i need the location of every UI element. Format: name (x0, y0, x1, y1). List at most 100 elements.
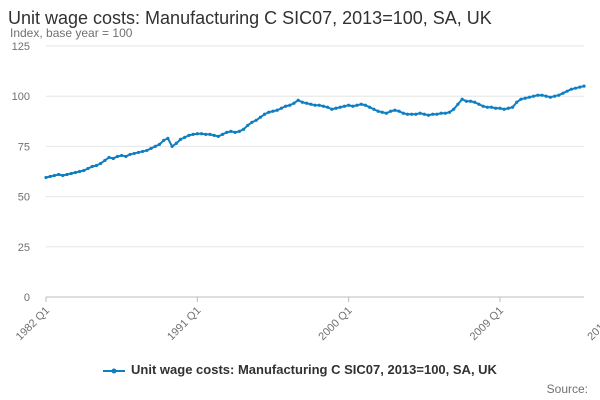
data-point[interactable] (397, 109, 401, 113)
data-point[interactable] (376, 109, 380, 113)
data-point[interactable] (372, 107, 376, 111)
data-point[interactable] (73, 170, 78, 175)
data-point[interactable] (536, 93, 540, 97)
data-point[interactable] (473, 100, 477, 104)
data-point[interactable] (401, 111, 405, 115)
data-point[interactable] (405, 112, 410, 116)
data-point[interactable] (384, 111, 389, 115)
data-point[interactable] (183, 135, 187, 139)
data-point[interactable] (61, 173, 65, 178)
data-point[interactable] (561, 91, 565, 95)
data-point[interactable] (208, 132, 212, 136)
data-point[interactable] (250, 120, 254, 124)
data-point[interactable] (309, 102, 313, 106)
data-point[interactable] (166, 136, 170, 140)
data-point[interactable] (44, 175, 48, 180)
data-point[interactable] (435, 112, 439, 116)
data-point[interactable] (498, 106, 502, 110)
data-point[interactable] (178, 137, 183, 141)
data-point[interactable] (447, 110, 452, 114)
data-point[interactable] (220, 132, 225, 136)
data-point[interactable] (389, 109, 393, 113)
data-point[interactable] (262, 112, 267, 116)
data-point[interactable] (187, 133, 191, 137)
data-point[interactable] (515, 100, 519, 104)
data-point[interactable] (460, 97, 464, 101)
data-point[interactable] (527, 95, 531, 99)
data-point[interactable] (157, 142, 162, 146)
data-point[interactable] (292, 101, 296, 105)
data-point[interactable] (418, 111, 422, 115)
data-point[interactable] (510, 105, 515, 109)
data-point[interactable] (111, 156, 115, 161)
data-point[interactable] (82, 168, 86, 173)
data-point[interactable] (233, 130, 237, 134)
data-point[interactable] (544, 94, 548, 98)
data-point[interactable] (548, 95, 552, 99)
data-point[interactable] (489, 105, 494, 109)
data-point[interactable] (300, 100, 304, 104)
data-point[interactable] (569, 87, 573, 91)
data-point[interactable] (225, 130, 229, 134)
data-point[interactable] (304, 101, 309, 105)
data-point[interactable] (481, 104, 485, 108)
data-point[interactable] (531, 94, 536, 98)
data-point[interactable] (573, 86, 578, 90)
data-point[interactable] (141, 149, 145, 154)
data-point[interactable] (330, 107, 334, 111)
data-point[interactable] (494, 106, 498, 110)
data-point[interactable] (103, 158, 107, 163)
data-point[interactable] (241, 127, 246, 131)
data-point[interactable] (288, 103, 292, 107)
data-point[interactable] (195, 132, 199, 136)
data-point[interactable] (443, 111, 447, 115)
data-point[interactable] (57, 172, 61, 177)
data-point[interactable] (317, 103, 321, 107)
data-point[interactable] (296, 98, 300, 102)
data-point[interactable] (326, 105, 330, 109)
data-point[interactable] (128, 152, 132, 157)
data-point[interactable] (359, 102, 363, 106)
data-point[interactable] (506, 106, 510, 110)
data-point[interactable] (519, 97, 523, 101)
data-point[interactable] (48, 174, 52, 179)
data-point[interactable] (552, 94, 557, 98)
data-point[interactable] (107, 155, 111, 160)
data-point[interactable] (204, 132, 208, 136)
data-point[interactable] (540, 93, 544, 97)
data-point[interactable] (86, 166, 90, 171)
data-point[interactable] (342, 104, 347, 108)
data-point[interactable] (477, 102, 481, 106)
data-point[interactable] (393, 108, 397, 112)
data-point[interactable] (90, 164, 94, 169)
data-point[interactable] (368, 105, 372, 109)
data-point[interactable] (229, 129, 233, 133)
data-point[interactable] (52, 173, 57, 178)
data-point[interactable] (271, 109, 275, 113)
data-point[interactable] (283, 104, 288, 108)
data-point[interactable] (380, 110, 384, 114)
data-point[interactable] (565, 89, 569, 93)
data-point[interactable] (414, 112, 418, 116)
data-point[interactable] (279, 106, 283, 110)
data-point[interactable] (69, 171, 73, 176)
data-point[interactable] (162, 138, 166, 142)
data-point[interactable] (313, 103, 317, 107)
data-point[interactable] (275, 108, 279, 112)
data-point[interactable] (258, 115, 262, 119)
data-point[interactable] (94, 163, 99, 168)
data-point[interactable] (578, 85, 582, 89)
data-point[interactable] (246, 123, 250, 127)
data-point[interactable] (124, 154, 128, 159)
data-point[interactable] (153, 144, 157, 148)
data-point[interactable] (347, 103, 351, 107)
data-point[interactable] (338, 105, 342, 109)
data-point[interactable] (351, 104, 355, 108)
data-point[interactable] (149, 146, 153, 151)
data-point[interactable] (170, 144, 174, 148)
data-point[interactable] (557, 93, 561, 97)
data-point[interactable] (582, 84, 586, 88)
data-point[interactable] (431, 112, 435, 116)
data-point[interactable] (321, 104, 326, 108)
data-point[interactable] (145, 148, 149, 153)
